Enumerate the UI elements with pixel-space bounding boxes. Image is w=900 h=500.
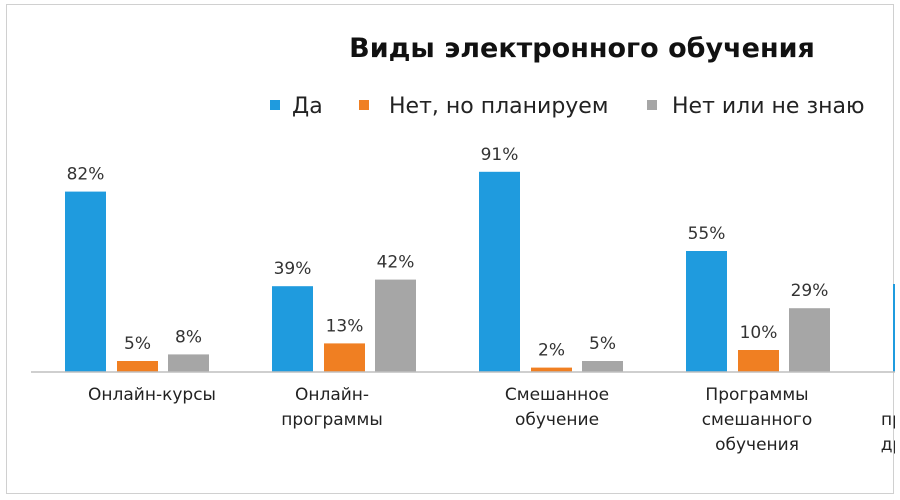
bar-s3-c2 xyxy=(375,279,416,372)
chart-svg: Виды электронного обучения Да Нет, но пла… xyxy=(31,33,895,455)
category-label-4-line-2: смешанного xyxy=(702,410,813,430)
legend-label-1: Да xyxy=(292,94,323,119)
data-label-s1-c4: 55% xyxy=(688,224,726,244)
bar-s2-c1 xyxy=(117,361,158,372)
data-label-s1-c3: 91% xyxy=(481,145,519,165)
category-label-5-line-3: др xyxy=(881,435,895,455)
bars: 82%39%91%55%45%13%2%10%8%42%5%29% xyxy=(65,145,895,372)
legend-marker-3 xyxy=(647,100,657,110)
data-label-s3-c1: 8% xyxy=(175,327,202,347)
bar-s2-c3 xyxy=(531,367,572,372)
bar-s1-c2 xyxy=(272,286,313,372)
data-label-s2-c2: 13% xyxy=(326,316,364,336)
category-label-1-line-1: Онлайн-курсы xyxy=(88,385,216,405)
category-label-3-line-1: Смешанное xyxy=(505,385,609,405)
bar-s3-c1 xyxy=(168,354,209,372)
bar-s3-c3 xyxy=(582,361,623,372)
category-labels: Онлайн-курсы Онлайн-программы Смешанное обу… xyxy=(88,385,895,455)
data-label-s3-c4: 29% xyxy=(791,281,829,301)
chart-title: Виды электронного обучения xyxy=(349,33,815,64)
data-label-s2-c1: 5% xyxy=(124,334,151,354)
bar-s1-c5 xyxy=(893,284,895,372)
data-label-s3-c3: 5% xyxy=(589,334,616,354)
legend-label-3: Нет или не знаю xyxy=(672,94,865,119)
legend: Да Нет, но планируем Нет или не знаю xyxy=(270,94,865,119)
category-label-2-line-2: программы xyxy=(281,410,383,430)
legend-label-2: Нет, но планируем xyxy=(389,94,608,119)
legend-marker-2 xyxy=(359,100,369,110)
data-label-s1-c1: 82% xyxy=(67,165,105,185)
category-label-2-line-1: Онлайн- xyxy=(295,385,369,405)
data-label-s2-c4: 10% xyxy=(740,323,778,343)
data-label-s1-c2: 39% xyxy=(274,259,312,279)
data-label-s3-c2: 42% xyxy=(377,253,415,273)
data-label-s2-c3: 2% xyxy=(538,341,565,361)
category-label-3-line-2: обучение xyxy=(515,410,599,430)
chart-frame: Виды электронного обучения Да Нет, но пла… xyxy=(6,4,895,494)
bar-s2-c2 xyxy=(324,343,365,372)
bar-s3-c4 xyxy=(789,308,830,372)
category-label-5-line-2: пр xyxy=(881,410,895,430)
category-label-4-line-1: Программы xyxy=(705,385,808,405)
bar-s1-c4 xyxy=(686,251,727,372)
legend-marker-1 xyxy=(270,100,280,110)
category-label-4-line-3: обучения xyxy=(715,435,799,455)
bar-s1-c3 xyxy=(479,171,520,372)
bar-s2-c4 xyxy=(738,350,779,372)
bar-s1-c1 xyxy=(65,191,106,372)
